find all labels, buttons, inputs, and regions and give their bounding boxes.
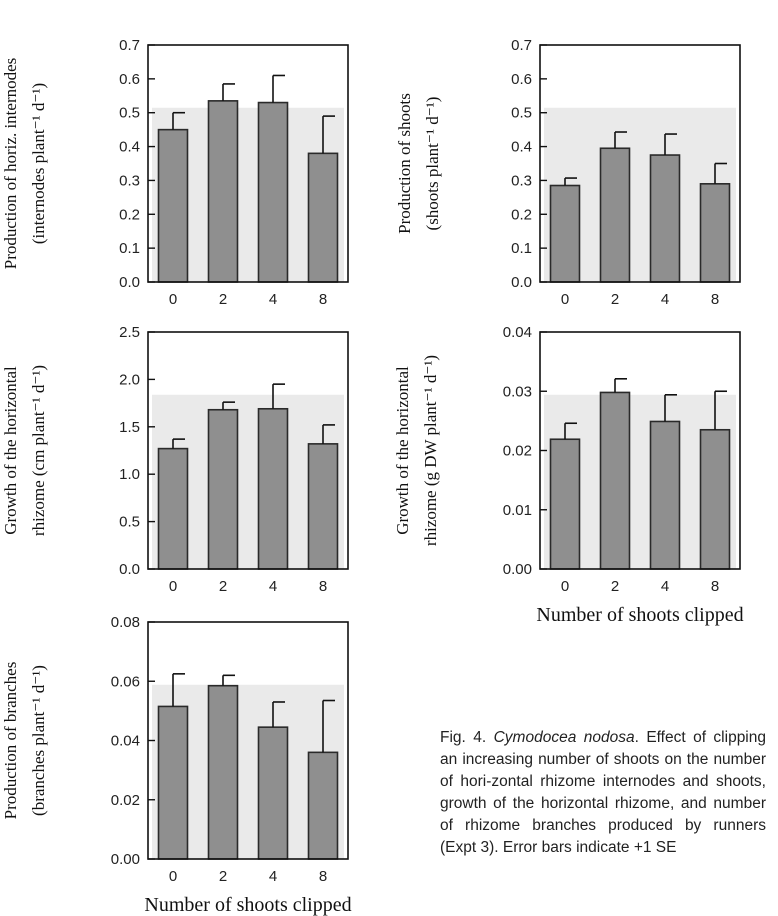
y-axis-label-line-2: rhizome (cm plant⁻¹ d⁻¹) bbox=[29, 365, 48, 536]
bar-8 bbox=[307, 152, 339, 283]
bar-0 bbox=[157, 705, 189, 860]
bar-4 bbox=[649, 420, 681, 570]
y-axis-label-line-2: (shoots plant⁻¹ d⁻¹) bbox=[423, 97, 442, 231]
y-axis-label-line-1: Production of branches bbox=[1, 662, 20, 820]
y-tick-label: 0.6 bbox=[511, 71, 532, 88]
y-tick-label: 0.06 bbox=[111, 673, 140, 690]
y-axis-label-line-2: rhizome (g DW plant⁻¹ d⁻¹) bbox=[421, 355, 440, 546]
x-tick-label: 8 bbox=[319, 291, 327, 308]
x-tick-label: 4 bbox=[269, 578, 277, 595]
y-tick-label: 0.5 bbox=[119, 105, 140, 122]
plot-frame bbox=[539, 44, 741, 283]
y-tick-label: 0.08 bbox=[111, 614, 140, 631]
bar-4 bbox=[257, 407, 289, 570]
bar-2 bbox=[599, 147, 631, 283]
x-tick-label: 4 bbox=[269, 868, 277, 885]
bar-8 bbox=[307, 751, 339, 860]
y-axis-label-line-1: Production of shoots bbox=[395, 93, 414, 234]
x-axis-label: Number of shoots clipped bbox=[536, 604, 743, 626]
y-tick-label: 0.0 bbox=[119, 561, 140, 578]
y-tick-label: 2.0 bbox=[119, 371, 140, 388]
figure-caption: Fig. 4. Cymodocea nodosa. Effect of clip… bbox=[440, 727, 766, 859]
caption-text: . Effect of clipping an increasing numbe… bbox=[440, 729, 766, 856]
y-axis-label-line-2: (branches plant⁻¹ d⁻¹) bbox=[29, 665, 48, 816]
bar-8 bbox=[699, 183, 731, 283]
plot-frame bbox=[147, 44, 349, 283]
bar-4 bbox=[257, 726, 289, 860]
x-tick-label: 2 bbox=[611, 291, 619, 308]
y-axis-label-line-1: Growth of the horizontal bbox=[1, 366, 20, 535]
plot-frame bbox=[147, 331, 349, 570]
chart-panel-2: 0 2 4 8 0.0 0.1 0.2 0.3 0.4 0.5 0.6 0.7 Production o… bbox=[395, 37, 741, 308]
y-axis-label-line-1: Growth of the horizontal bbox=[393, 366, 412, 535]
bar-8 bbox=[699, 428, 731, 570]
bar-2 bbox=[207, 100, 239, 283]
y-tick-label: 0.00 bbox=[111, 851, 140, 868]
x-tick-label: 8 bbox=[319, 868, 327, 885]
bar-4 bbox=[257, 101, 289, 283]
bar-2 bbox=[207, 408, 239, 570]
x-tick-label: 2 bbox=[219, 578, 227, 595]
y-tick-label: 0.7 bbox=[119, 37, 140, 54]
y-tick-label: 0.02 bbox=[503, 443, 532, 460]
x-tick-label: 8 bbox=[319, 578, 327, 595]
bar-4 bbox=[649, 154, 681, 283]
y-tick-label: 0.5 bbox=[511, 105, 532, 122]
x-tick-label: 8 bbox=[711, 578, 719, 595]
x-tick-label: 2 bbox=[611, 578, 619, 595]
y-tick-label: 0.04 bbox=[111, 733, 140, 750]
y-tick-label: 0.5 bbox=[119, 514, 140, 531]
x-tick-label: 2 bbox=[219, 291, 227, 308]
caption-prefix: Fig. 4. bbox=[440, 729, 494, 746]
x-tick-label: 2 bbox=[219, 868, 227, 885]
bar-8 bbox=[307, 443, 339, 570]
y-axis-label-line-2: (internodes plant⁻¹ d⁻¹) bbox=[29, 83, 48, 244]
caption-species: Cymodocea nodosa bbox=[493, 729, 635, 746]
y-tick-label: 0.4 bbox=[119, 139, 140, 156]
y-tick-label: 0.02 bbox=[111, 792, 140, 809]
y-tick-label: 0.0 bbox=[119, 274, 140, 291]
bar-0 bbox=[157, 128, 189, 283]
y-tick-label: 0.6 bbox=[119, 71, 140, 88]
y-tick-label: 0.04 bbox=[503, 324, 532, 341]
y-tick-label: 0.7 bbox=[511, 37, 532, 54]
x-tick-label: 0 bbox=[169, 578, 177, 595]
x-tick-label: 0 bbox=[169, 291, 177, 308]
y-tick-label: 2.5 bbox=[119, 324, 140, 341]
y-tick-label: 0.01 bbox=[503, 502, 532, 519]
bar-2 bbox=[599, 391, 631, 570]
chart-panel-4: 0 2 4 8 0.00 0.01 0.02 0.03 0.04 Growth of the ho… bbox=[393, 324, 744, 626]
y-tick-label: 1.5 bbox=[119, 419, 140, 436]
x-tick-label: 8 bbox=[711, 291, 719, 308]
x-axis-label: Number of shoots clipped bbox=[144, 894, 351, 916]
y-tick-label: 0.0 bbox=[511, 274, 532, 291]
bar-0 bbox=[549, 184, 581, 283]
x-tick-label: 0 bbox=[561, 291, 569, 308]
x-tick-label: 0 bbox=[561, 578, 569, 595]
x-tick-label: 4 bbox=[661, 291, 669, 308]
y-tick-label: 0.2 bbox=[119, 206, 140, 223]
y-axis-label-line-1: Production of horiz. internodes bbox=[1, 58, 20, 270]
chart-panel-5: 0 2 4 8 0.00 0.02 0.04 0.06 0.08 Production of br… bbox=[1, 614, 352, 916]
y-tick-label: 0.00 bbox=[503, 561, 532, 578]
y-tick-label: 0.2 bbox=[511, 206, 532, 223]
y-tick-label: 0.1 bbox=[119, 240, 140, 257]
y-tick-label: 0.3 bbox=[511, 172, 532, 189]
bar-0 bbox=[157, 447, 189, 570]
y-tick-label: 1.0 bbox=[119, 466, 140, 483]
x-tick-label: 4 bbox=[661, 578, 669, 595]
chart-panel-1: 0 2 4 8 0.0 0.1 0.2 0.3 0.4 0.5 0.6 0.7 Production o… bbox=[1, 37, 349, 308]
y-tick-label: 0.1 bbox=[511, 240, 532, 257]
y-tick-label: 0.4 bbox=[511, 139, 532, 156]
bar-2 bbox=[207, 684, 239, 860]
x-tick-label: 0 bbox=[169, 868, 177, 885]
bar-0 bbox=[549, 438, 581, 570]
x-tick-label: 4 bbox=[269, 291, 277, 308]
chart-panel-3: 0 2 4 8 0.0 0.5 1.0 1.5 2.0 2.5 Growth of the hori… bbox=[1, 324, 349, 595]
y-tick-label: 0.03 bbox=[503, 383, 532, 400]
y-tick-label: 0.3 bbox=[119, 172, 140, 189]
